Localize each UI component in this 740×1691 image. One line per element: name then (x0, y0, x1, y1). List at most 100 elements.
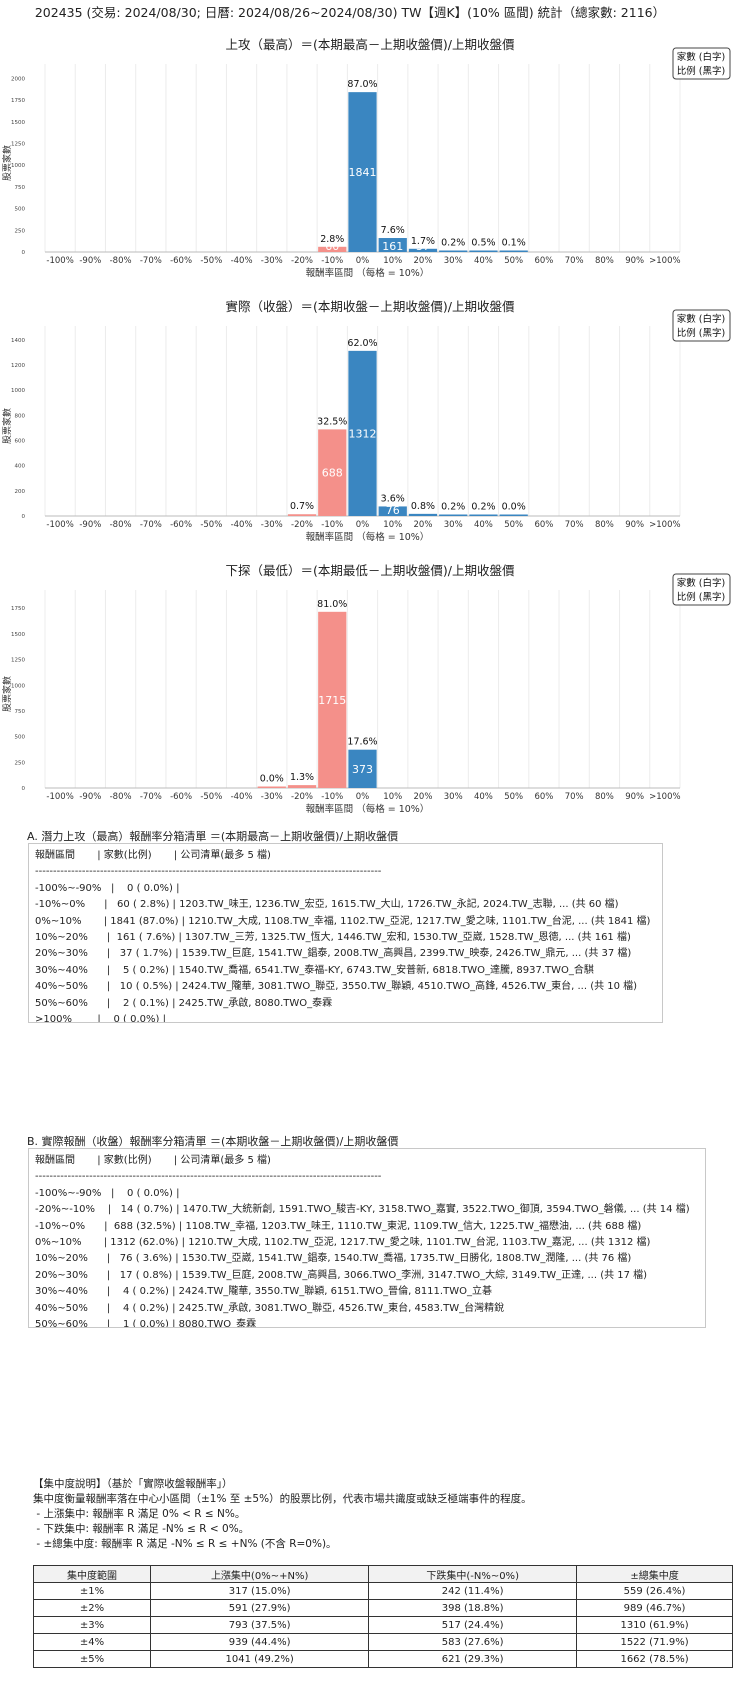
list-line: 20%~30% | 37 ( 1.7%) | 1539.TW_巨庭, 1541.… (35, 948, 632, 960)
x-tick-label: 80% (595, 520, 614, 530)
list-line: 50%~60% | 2 ( 0.1%) | 2425.TW_承啟, 8080.T… (35, 997, 333, 1009)
count-label: 373 (352, 763, 373, 776)
x-tick-label: 60% (534, 792, 553, 802)
x-tick-label: 20% (414, 256, 433, 266)
x-tick-label: -70% (140, 520, 162, 530)
x-tick-label: -10% (321, 520, 343, 530)
y-axis-label: 股票家數 (1, 408, 13, 444)
table-row: ±4% 939 (44.4%) 583 (27.6%) 1522 (71.9%) (32, 1633, 733, 1651)
x-tick-label: -100% (46, 520, 73, 530)
chart-close: 實際（收盤）＝(本期收盤－上期收盤價)/上期收盤價 0 200 400 600 800 10… (0, 292, 740, 546)
x-tick-label: 40% (474, 792, 493, 802)
percent-label: 0.2% (441, 238, 465, 249)
x-tick-label: 50% (504, 792, 523, 802)
table-cell: 559 (26.4%) (576, 1582, 733, 1600)
bar (439, 250, 468, 252)
legend-line-1: 家數 (白字) (677, 577, 725, 589)
x-tick-label: 10% (383, 256, 402, 266)
x-tick-label: -10% (321, 256, 343, 266)
x-tick-label: -80% (110, 520, 132, 530)
chart-low: 下探（最低）＝(本期最低－上期收盤價)/上期收盤價 0 250 500 750 1000 1… (0, 556, 740, 818)
list-line: 50%~60% | 1 ( 0.0%) | 8080.TWO_泰霖 (35, 1319, 257, 1328)
x-tick-label: -20% (291, 520, 313, 530)
table-cell: 591 (27.9%) (150, 1599, 370, 1617)
list-line: ----------------------------------------… (35, 1171, 382, 1183)
percent-label: 1.7% (411, 236, 435, 247)
y-tick-label: 1000 (11, 388, 25, 394)
bar (348, 350, 377, 516)
list-a-box: 報酬區間 | 家數(比例) | 公司清單(最多 5 檔) ------------… (28, 843, 663, 1023)
bar (439, 514, 468, 516)
x-tick-label: 30% (444, 256, 463, 266)
y-tick-label: 1400 (11, 338, 25, 344)
table-cell: 793 (37.5%) (150, 1616, 370, 1634)
main-title: 202435 (交易: 2024/08/30; 日曆: 2024/08/26~2… (34, 5, 666, 20)
table-cell: ±5% (32, 1650, 152, 1668)
x-tick-label: 20% (414, 792, 433, 802)
percent-label: 17.6% (347, 737, 377, 748)
list-line: 30%~40% | 4 ( 0.2%) | 2424.TW_隴華, 3550.T… (35, 1286, 492, 1298)
x-tick-label: 20% (414, 520, 433, 530)
x-tick-label: 70% (565, 256, 584, 266)
table-cell: 1662 (78.5%) (576, 1650, 733, 1668)
table-cell: 242 (11.4%) (368, 1582, 578, 1600)
list-line: -10%~0% | 60 ( 2.8%) | 1203.TW_味王, 1236.… (35, 899, 619, 911)
list-line: 40%~50% | 10 ( 0.5%) | 2424.TW_隴華, 3081.… (35, 981, 638, 993)
x-tick-label: -100% (46, 256, 73, 266)
count-label: 60 (325, 240, 339, 253)
x-tick-label: 10% (383, 520, 402, 530)
list-line: -100%~-90% | 0 ( 0.0%) | (35, 882, 180, 894)
list-line: 0%~10% | 1312 (62.0%) | 1210.TW_大成, 1102… (35, 1237, 651, 1249)
x-tick-label: -80% (110, 256, 132, 266)
table-cell: ±3% (32, 1616, 152, 1634)
count-label: 37 (416, 240, 430, 253)
y-tick-label: 800 (15, 413, 26, 419)
x-tick-label: -80% (110, 792, 132, 802)
list-b-box: 報酬區間 | 家數(比例) | 公司清單(最多 5 檔) ------------… (28, 1148, 706, 1328)
x-tick-label: 90% (625, 520, 644, 530)
table-cell: 989 (46.7%) (576, 1599, 733, 1617)
y-tick-label: 600 (15, 438, 26, 444)
table-header-cell: 集中度範圍 (32, 1565, 152, 1583)
table-row: ±1% 317 (15.0%) 242 (11.4%) 559 (26.4%) (32, 1582, 733, 1600)
legend-line-1: 家數 (白字) (677, 313, 725, 325)
percent-label: 0.2% (471, 502, 495, 513)
y-tick-label: 1250 (11, 141, 25, 147)
percent-label: 0.7% (290, 501, 314, 512)
percent-label: 0.8% (411, 501, 435, 512)
percent-label: 81.0% (317, 599, 347, 610)
y-tick-label: 1500 (11, 632, 25, 638)
legend-line-2: 比例 (黑字) (677, 591, 725, 603)
x-tick-label: -60% (170, 256, 192, 266)
concentration-table: 集中度範圍 上漲集中(0%~+N%) 下跌集中(-N%~0%) ±總集中度 ±1% 31… (32, 1565, 733, 1668)
x-tick-label: 30% (444, 520, 463, 530)
count-label: 161 (382, 240, 403, 253)
x-tick-label: -40% (231, 256, 253, 266)
bar (469, 514, 498, 516)
table-cell: ±1% (32, 1582, 152, 1600)
legend: 家數 (白字) 比例 (黑字) (672, 573, 731, 606)
percent-label: 0.0% (260, 774, 284, 785)
x-tick-label: -30% (261, 256, 283, 266)
list-line: -10%~0% | 688 (32.5%) | 1108.TW_幸福, 1203… (35, 1220, 642, 1232)
x-axis-label: 報酬率區間 （每格 = 10%） (306, 803, 430, 815)
table-cell: 317 (15.0%) (150, 1582, 370, 1600)
bar (318, 429, 347, 516)
table-header-cell: ±總集中度 (576, 1565, 733, 1583)
percent-label: 0.1% (502, 238, 526, 249)
list-a-title: A. 潛力上攻（最高）報酬率分箱清單 ＝(本期最高－上期收盤價)/上期收盤價 (27, 830, 399, 843)
list-line: 報酬區間 | 家數(比例) | 公司清單(最多 5 檔) (35, 850, 271, 861)
table-cell: 621 (29.3%) (368, 1650, 578, 1668)
concentration-note-line: - ±總集中度: 報酬率 R 滿足 -N% ≤ R ≤ +N% (不含 R=0%… (33, 1538, 337, 1550)
y-tick-label: 1750 (11, 606, 25, 612)
x-tick-label: 60% (534, 520, 553, 530)
x-tick-label: >100% (649, 520, 680, 530)
x-tick-label: 0% (356, 256, 370, 266)
x-tick-label: -50% (200, 256, 222, 266)
bar (257, 786, 286, 788)
list-line: 20%~30% | 17 ( 0.8%) | 1539.TW_巨庭, 2008.… (35, 1269, 648, 1281)
percent-label: 1.3% (290, 772, 314, 783)
count-label: 76 (386, 504, 400, 517)
count-label: 1312 (349, 427, 377, 440)
table-cell: 1522 (71.9%) (576, 1633, 733, 1651)
